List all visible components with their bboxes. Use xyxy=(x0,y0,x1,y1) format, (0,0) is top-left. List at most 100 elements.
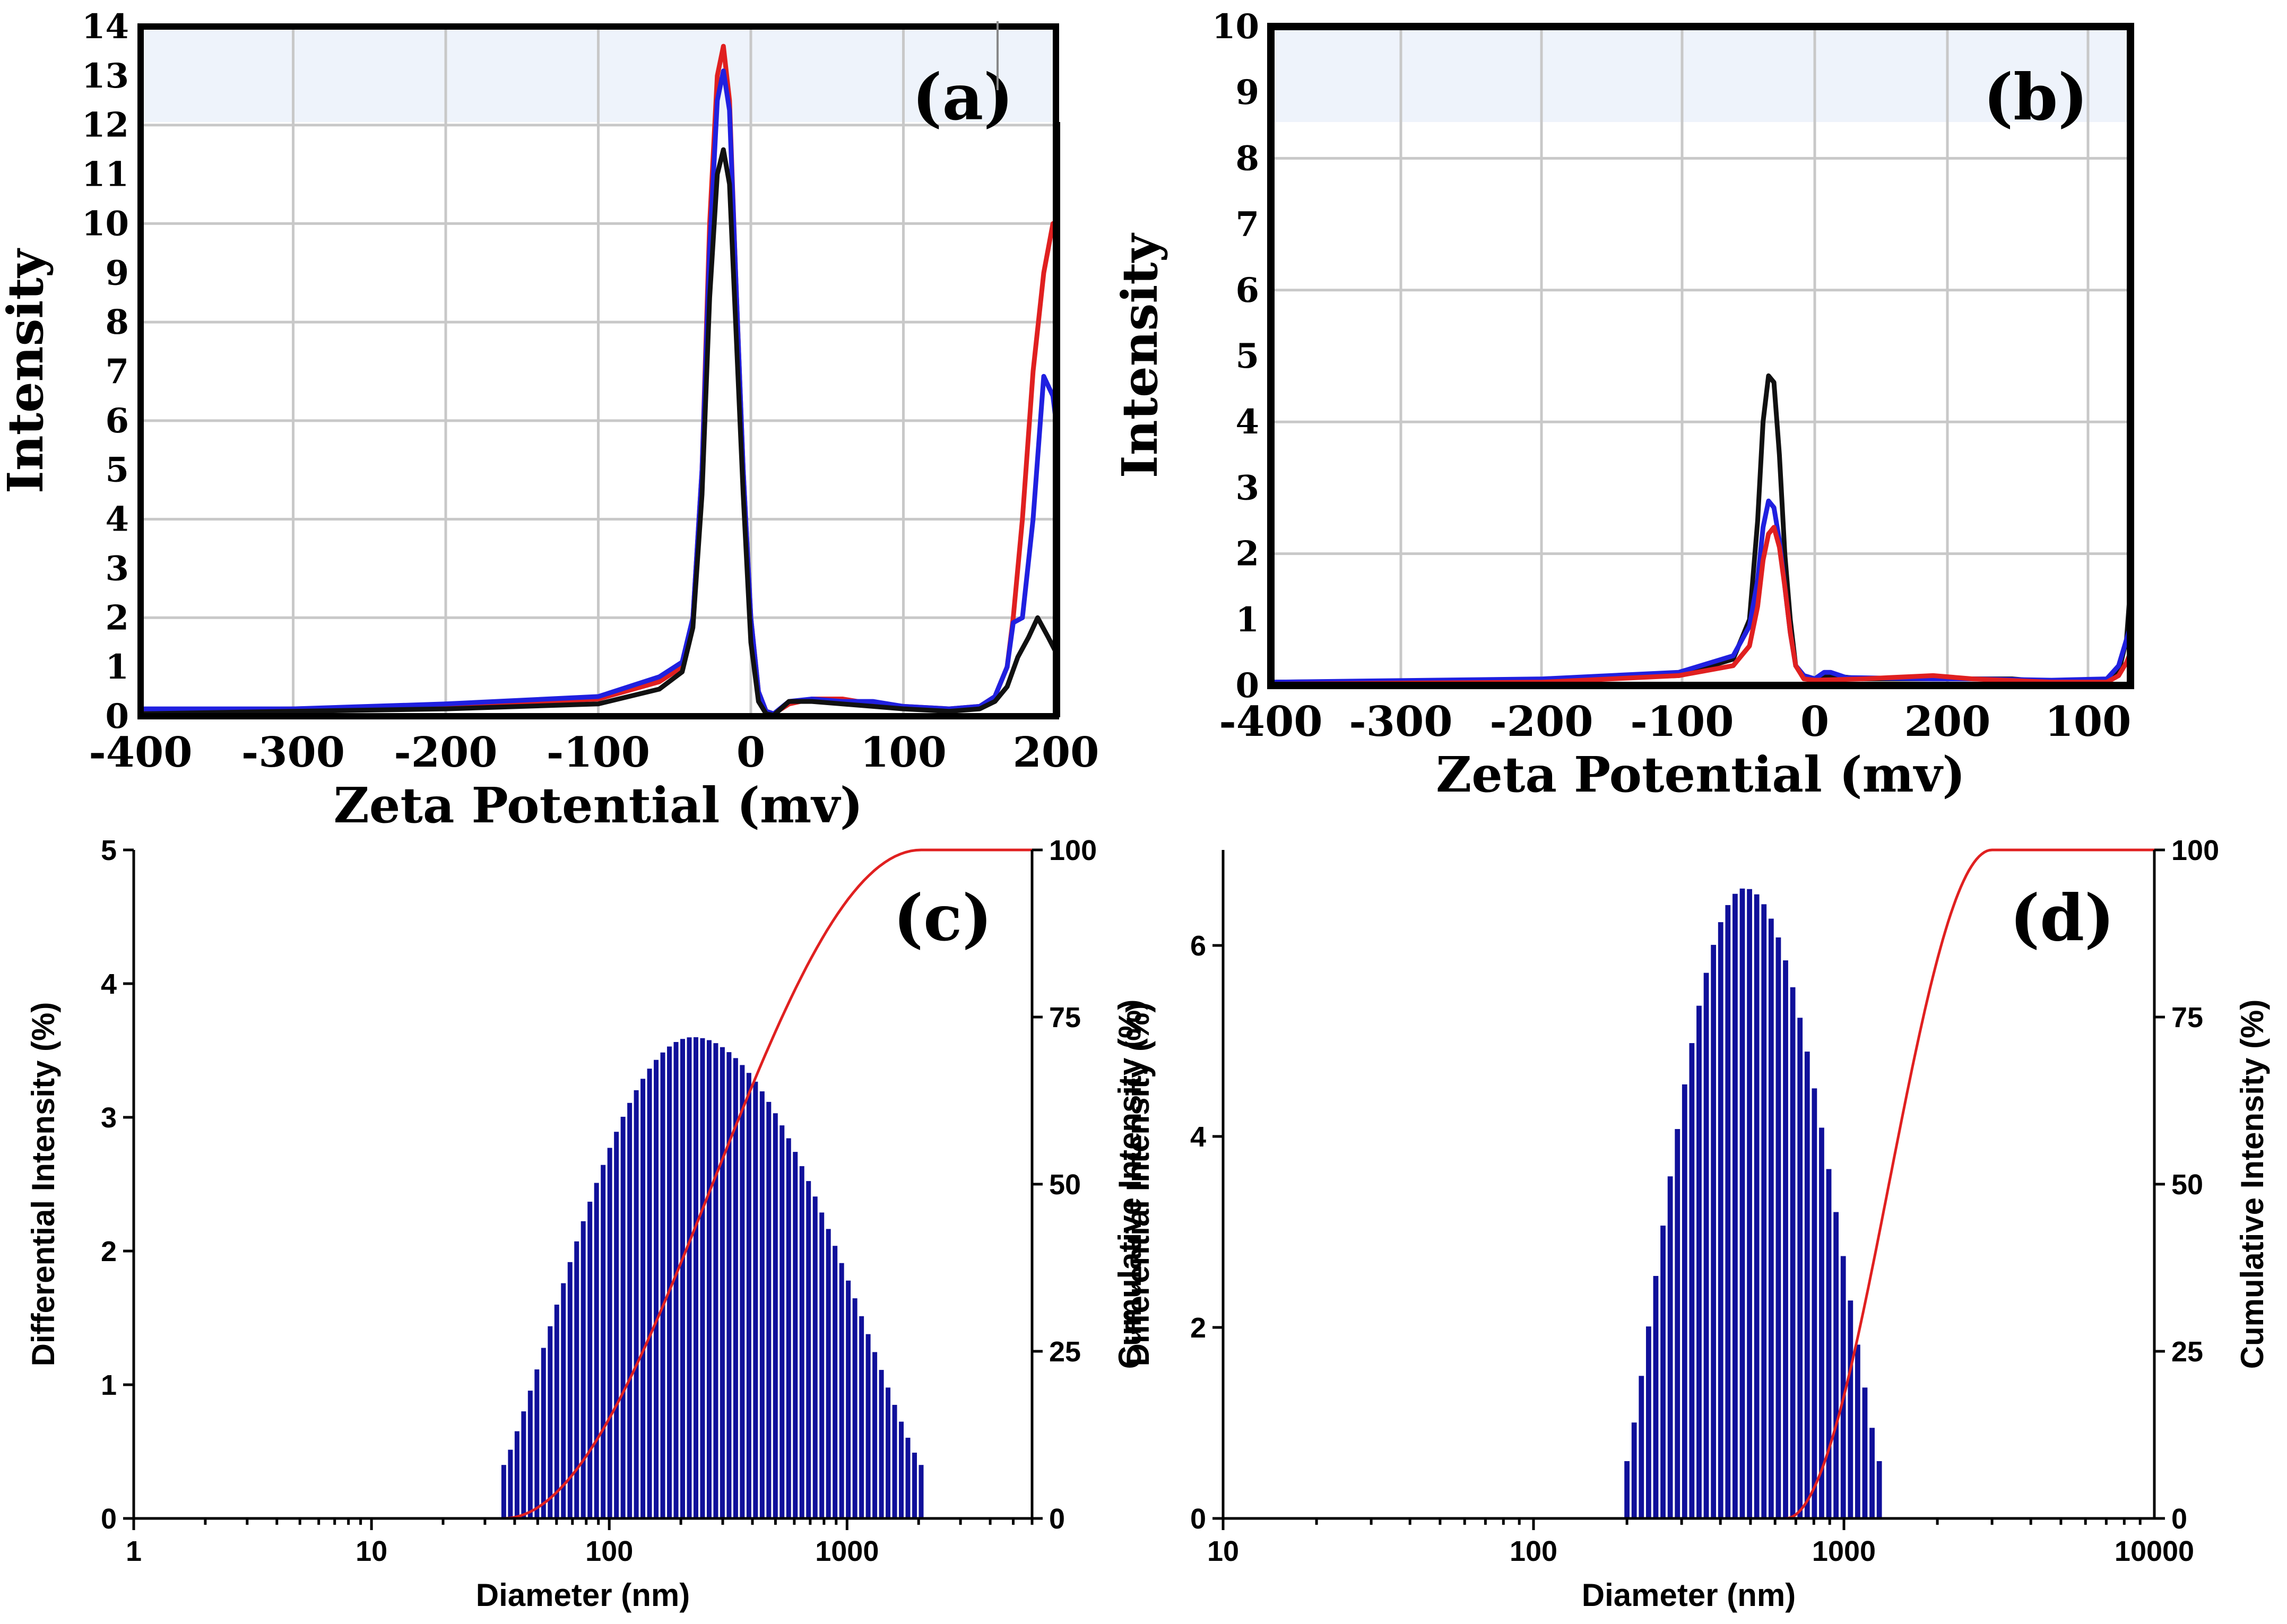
bar xyxy=(634,1090,639,1518)
bar xyxy=(839,1263,844,1518)
bar xyxy=(654,1059,659,1518)
bar xyxy=(1645,1326,1651,1518)
bar xyxy=(1725,905,1731,1518)
bar xyxy=(766,1101,772,1518)
bar xyxy=(1804,1052,1810,1518)
x-axis-label: Diameter (nm) xyxy=(476,1577,690,1613)
y-tick-label: 5 xyxy=(1235,336,1259,376)
bar xyxy=(1675,1129,1680,1518)
cumulative-curve xyxy=(504,848,1032,1520)
bar xyxy=(1812,1088,1817,1518)
bar xyxy=(601,1165,606,1518)
bar xyxy=(1696,1005,1702,1518)
bar xyxy=(527,1391,533,1518)
bar xyxy=(627,1102,633,1518)
bar xyxy=(561,1283,566,1518)
bar xyxy=(905,1437,911,1518)
y-tick-label: 13 xyxy=(82,56,129,96)
y-tick-label: 0 xyxy=(105,697,129,736)
bar xyxy=(1819,1127,1824,1518)
y2-tick-label: 50 xyxy=(1049,1169,1081,1201)
bar xyxy=(886,1387,891,1518)
bar xyxy=(640,1079,646,1518)
bar xyxy=(581,1221,586,1518)
bar xyxy=(746,1073,751,1518)
plot-frame xyxy=(1267,23,2134,689)
y-tick-label: 4 xyxy=(105,500,129,540)
bar xyxy=(667,1046,672,1518)
bar xyxy=(865,1334,871,1518)
plot-frame xyxy=(137,23,1059,719)
x-tick-label: -300 xyxy=(1349,698,1452,746)
bar xyxy=(1732,893,1738,1518)
bar xyxy=(1689,1043,1695,1518)
bar xyxy=(779,1125,785,1518)
x-tick-label: 100 xyxy=(860,728,947,777)
y2-tick-label: 25 xyxy=(1049,1336,1081,1368)
bar xyxy=(706,1040,712,1518)
x-tick-label: -200 xyxy=(394,728,497,777)
bar xyxy=(647,1069,652,1518)
x-axis-label: Diameter (nm) xyxy=(1582,1577,1796,1613)
panel-label: (c) xyxy=(893,881,992,956)
y-tick-label: 1 xyxy=(101,1369,117,1401)
y-tick-label: 10 xyxy=(82,204,129,244)
bar xyxy=(1639,1376,1644,1518)
bar xyxy=(919,1465,924,1518)
y-tick-label: 7 xyxy=(1235,205,1259,245)
x-axis-label: Zeta Potential (mv) xyxy=(1436,746,1965,803)
bar xyxy=(501,1465,506,1518)
y2-tick-label: 100 xyxy=(2171,835,2219,866)
y-tick-label: 2 xyxy=(105,598,129,638)
y-tick-label: 12 xyxy=(82,106,129,145)
y-tick-label: 3 xyxy=(101,1102,117,1134)
bar xyxy=(872,1352,878,1518)
y2-tick-label: 75 xyxy=(1049,1002,1081,1034)
y2-tick-label: 100 xyxy=(1049,835,1097,866)
y-tick-label: 4 xyxy=(1235,402,1259,442)
bar xyxy=(1718,922,1723,1518)
bar xyxy=(1682,1084,1687,1518)
bar xyxy=(1653,1275,1659,1518)
bar xyxy=(720,1047,725,1518)
x-tick-label: 0 xyxy=(737,728,765,777)
y2-axis-label: Cumulative Intensity (%) xyxy=(1112,1000,1148,1369)
y-tick-label: 8 xyxy=(1235,138,1259,178)
bar xyxy=(614,1132,619,1518)
y2-tick-label: 25 xyxy=(2171,1336,2203,1368)
bar xyxy=(740,1065,745,1518)
y-axis-label: Intensity xyxy=(0,248,54,493)
bar xyxy=(1631,1422,1637,1518)
bar xyxy=(879,1370,884,1518)
bar xyxy=(1876,1461,1882,1518)
y-tick-label: 1 xyxy=(1235,600,1259,640)
panel-label: (d) xyxy=(2010,881,2115,956)
bar xyxy=(713,1043,718,1518)
plot-area xyxy=(1271,27,2130,685)
bar xyxy=(1862,1387,1868,1518)
bar xyxy=(799,1166,804,1518)
bar xyxy=(846,1280,851,1518)
bar xyxy=(574,1241,579,1518)
x-tick-label: 1 xyxy=(126,1535,142,1567)
y-tick-label: 8 xyxy=(105,302,129,342)
x-axis-label: Zeta Potential (mv) xyxy=(334,777,863,834)
bar xyxy=(1833,1212,1839,1518)
series-line-2 xyxy=(140,147,1058,718)
y-axis-label: Intensity xyxy=(1111,232,1168,478)
bar xyxy=(1768,918,1774,1518)
bar xyxy=(1624,1461,1630,1518)
bar xyxy=(521,1411,526,1518)
bar xyxy=(548,1326,553,1518)
y-tick-label: 6 xyxy=(1235,271,1259,310)
bar xyxy=(1797,1018,1803,1518)
y-tick-label: 9 xyxy=(105,253,129,293)
y-tick-label: 3 xyxy=(1235,468,1259,508)
y2-axis-label: Cumulative Intensity (%) xyxy=(2234,1000,2270,1369)
y-axis-label: Differential Intensity (%) xyxy=(1120,1002,1156,1367)
x-tick-label: -300 xyxy=(241,728,345,777)
y-tick-label: 2 xyxy=(101,1236,117,1267)
x-tick-label: -100 xyxy=(1630,698,1734,746)
bar xyxy=(1790,987,1796,1518)
